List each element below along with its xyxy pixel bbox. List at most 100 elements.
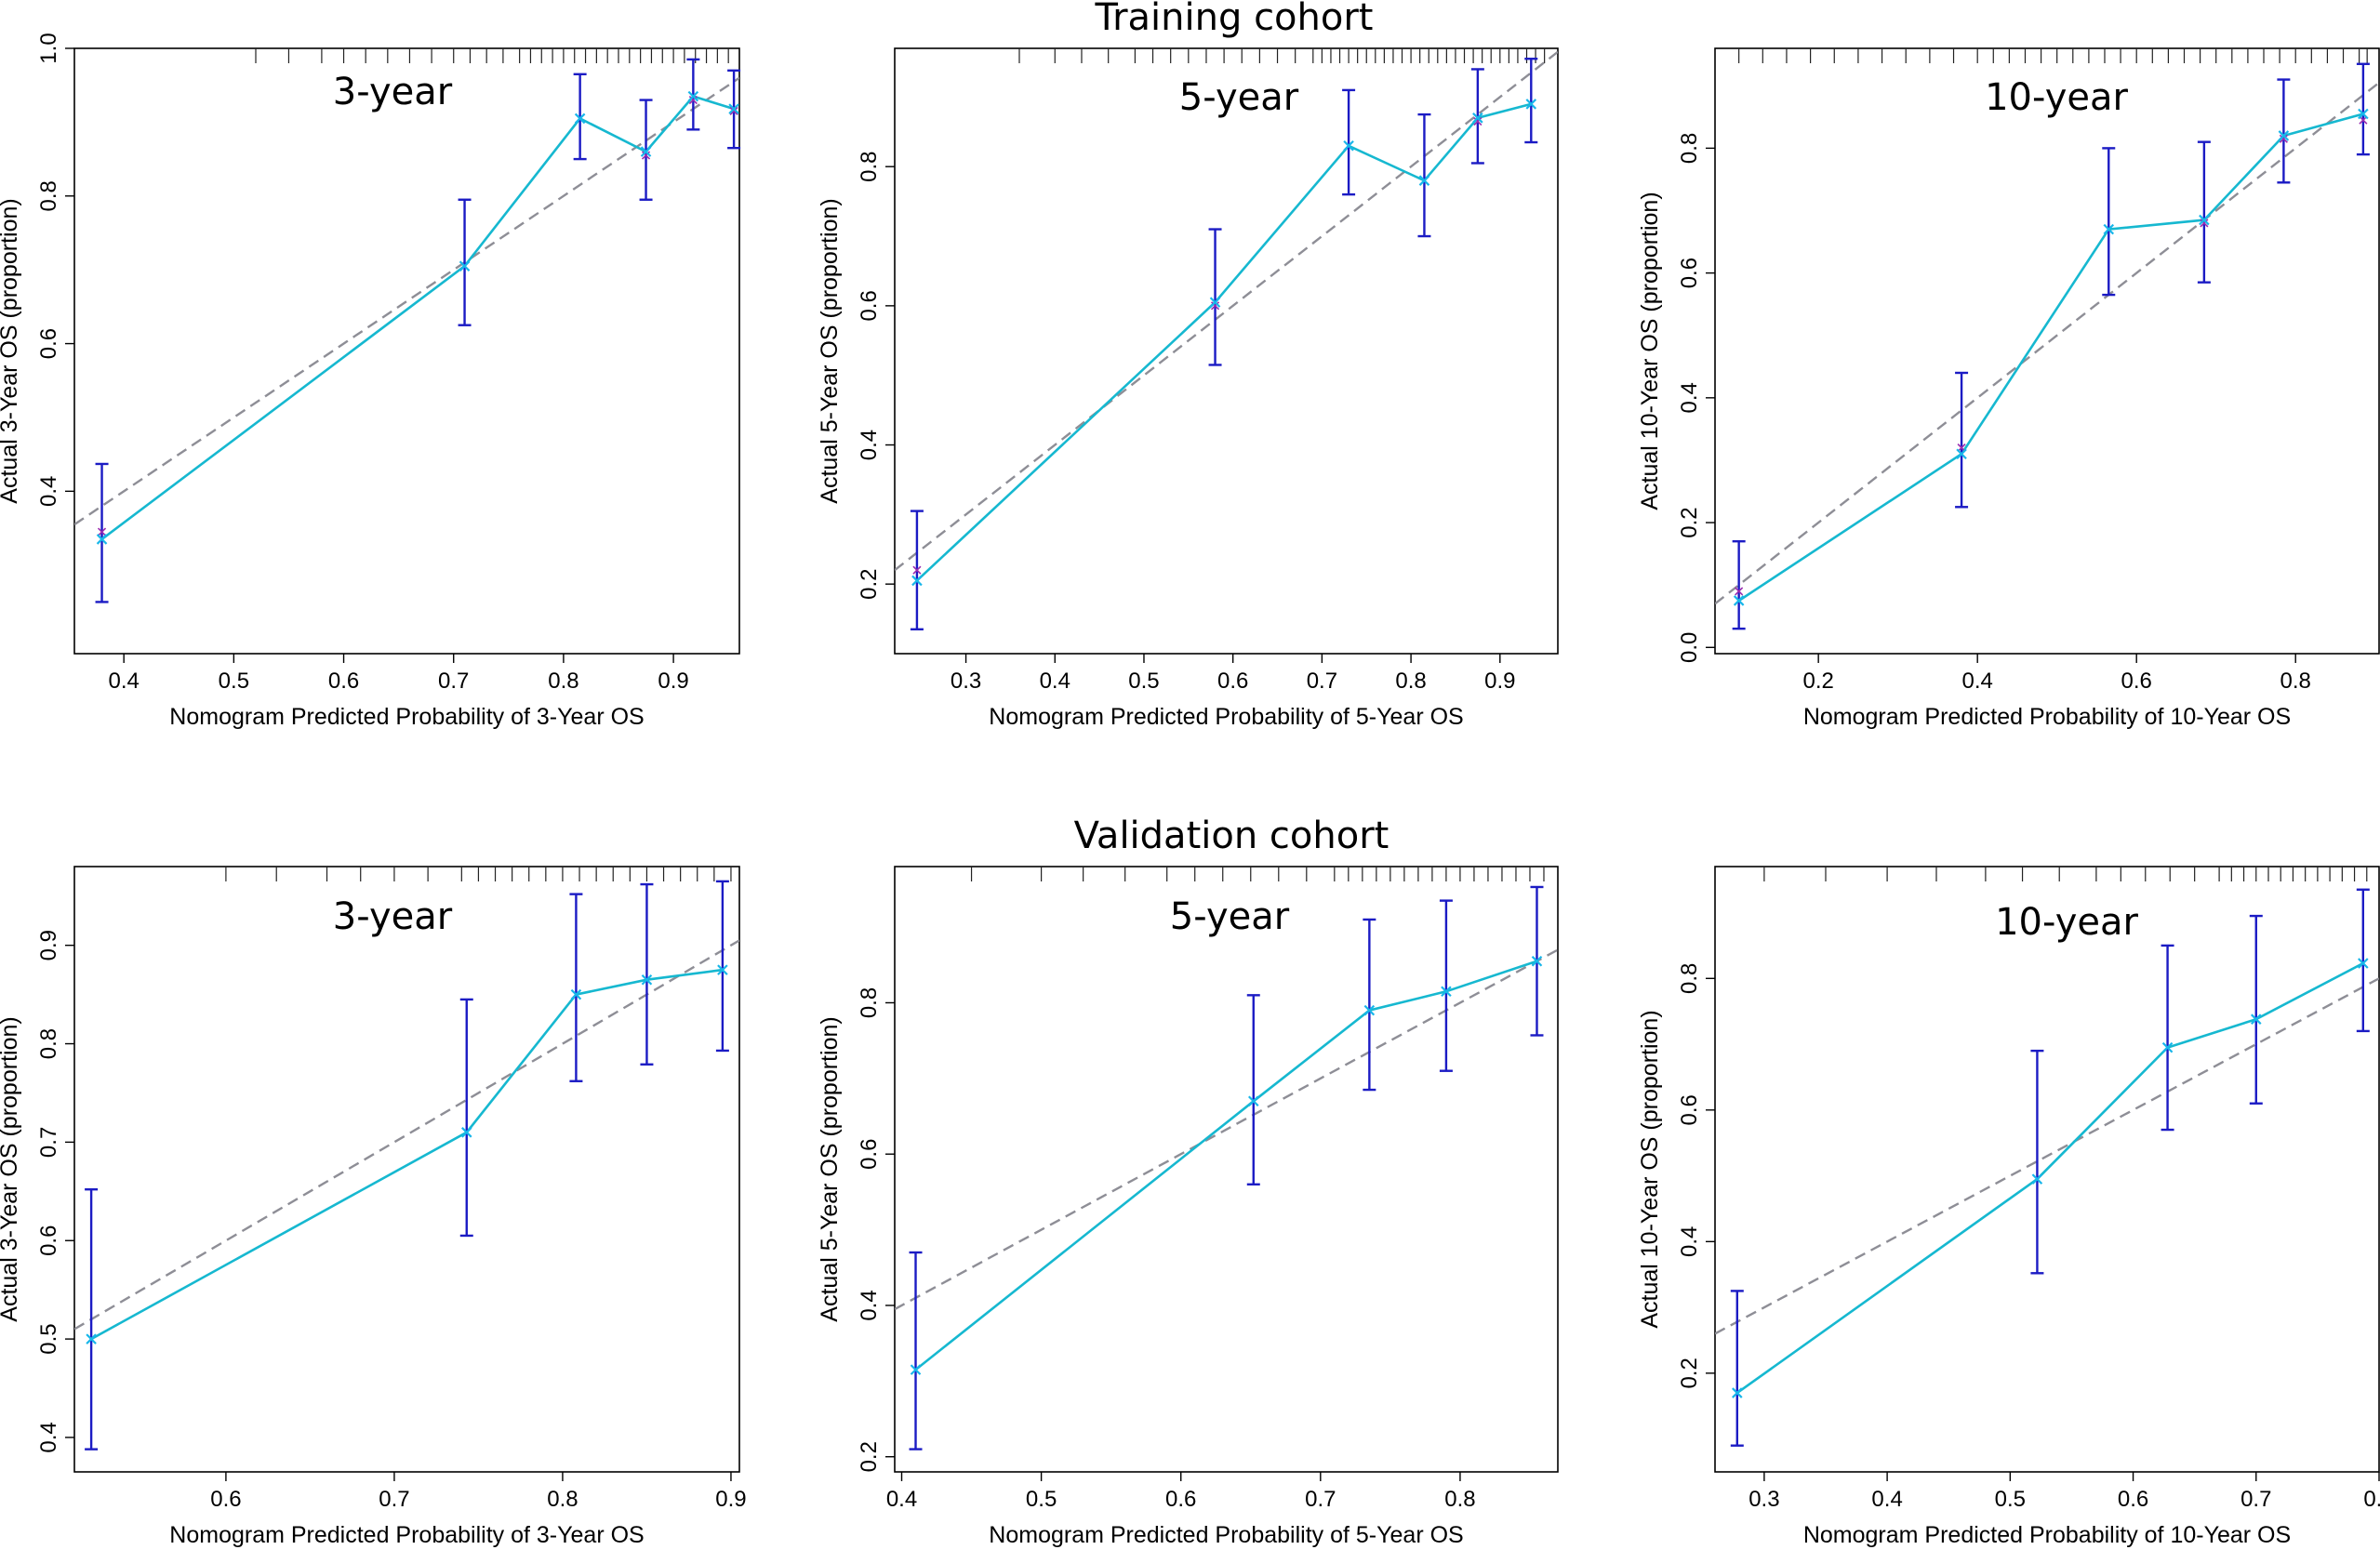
x-tick-label: 0.9 [658,669,688,694]
x-tick-label: 0.7 [1305,1487,1336,1512]
x-axis-label: Nomogram Predicted Probability of 5-Year… [989,1522,1463,1548]
x-tick-label: 0.7 [379,1487,409,1512]
y-tick-label: 0.2 [1677,1358,1702,1388]
plot-area [74,76,739,540]
data-point [1956,448,1967,460]
plot-frame [1714,47,2380,655]
y-tick-label: 0.8 [1677,963,1702,994]
y-tick-label: 0.4 [857,1290,882,1320]
x-tick-label: 0.8 [1395,669,1426,694]
x-axis-label: Nomogram Predicted Probability of 3-Year… [169,1522,644,1548]
calibration-line [914,960,1537,1371]
x-tick-label: 0.5 [1995,1487,2026,1512]
y-tick-label: 0.8 [857,987,882,1018]
x-tick-label: 0.4 [1871,1487,1902,1512]
x-tick-label: 0.6 [210,1487,241,1512]
data-point [2103,223,2115,235]
y-axis-label: Actual 5-Year OS (proportion) [817,1016,843,1321]
y-tick-label: 0.8 [1677,133,1702,164]
x-tick-label: 0.5 [1128,669,1159,694]
x-axis-label: Nomogram Predicted Probability of 3-Year… [169,704,644,730]
data-point [910,1364,922,1375]
x-tick-label: 0.9 [715,1487,746,1512]
x-tick-label: 0.7 [1307,669,1337,694]
calibration-line [90,968,724,1341]
plot-area [895,50,1558,582]
data-point [459,260,471,272]
panel-title: 10-year [1985,76,2128,119]
ideal-line [895,50,1558,572]
panel-title: 3-year [333,895,453,938]
y-tick-label: 0.0 [1677,632,1702,663]
data-point [1363,1004,1376,1016]
x-tick-label: 0.8 [547,1487,578,1512]
data-point [1733,595,1745,606]
y-tick-label: 0.4 [857,430,882,460]
chart-panel-validation-10-year: 0.3 0.4 0.5 0.6 0.7 0.8 0.2 0.4 0.6 0.8 Nomogram P… [1637,866,2380,1548]
apparent-marker [2200,219,2209,228]
apparent-marker [2279,134,2288,143]
apparent-marker [97,527,107,536]
y-tick-label: 0.6 [36,1225,61,1256]
x-tick-label: 0.2 [1802,669,1833,694]
data-point [1525,99,1537,110]
data-point [687,90,699,102]
panel-title: 5-year [1179,76,1299,119]
calibration-line [1736,961,2364,1395]
data-point [2278,130,2290,141]
y-tick-label: 0.6 [857,1139,882,1170]
x-tick-label: 0.3 [951,669,981,694]
x-tick-label: 0.5 [219,669,249,694]
x-tick-label: 0.8 [2363,1487,2380,1512]
x-tick-label: 0.8 [1444,1487,1475,1512]
y-tick-label: 0.8 [36,180,61,211]
plot-area [1715,961,2379,1395]
data-point [2358,108,2369,120]
data-point [728,103,739,114]
plot-frame [894,866,1559,1473]
apparent-marker [912,565,922,575]
chart-panel-validation-3-year: 0.6 0.7 0.8 0.9 0.4 0.5 0.6 0.7 0.8 0.9 Nomogram P… [0,866,747,1548]
data-point [1531,955,1543,967]
data-point [1209,297,1221,308]
data-point [1732,1387,1743,1398]
y-tick-label: 0.8 [857,152,882,182]
data-point [641,974,653,986]
y-axis-label: Actual 5-Year OS (proportion) [817,198,843,503]
ideal-line [1715,977,2379,1335]
x-tick-label: 0.4 [1040,669,1070,694]
ideal-line [895,948,1558,1311]
plot-area [74,939,739,1341]
y-tick-label: 0.2 [857,1441,882,1472]
data-point [2161,1041,2174,1053]
y-tick-label: 0.9 [36,930,61,960]
data-point [2199,214,2210,226]
data-point [640,146,652,157]
panel-title: 3-year [333,71,453,113]
data-point [96,534,108,545]
x-tick-label: 0.4 [886,1487,917,1512]
x-tick-label: 0.8 [2280,669,2311,694]
plot-area [1715,81,2379,605]
data-point [1418,175,1430,186]
y-tick-label: 0.5 [36,1323,61,1354]
y-tick-label: 0.6 [857,290,882,321]
data-point [570,988,582,1000]
y-tick-label: 0.4 [1677,1226,1702,1257]
data-point [2358,958,2369,969]
x-tick-label: 0.4 [108,669,139,694]
apparent-marker [1473,117,1483,126]
x-tick-label: 0.4 [1961,669,1992,694]
y-tick-label: 0.7 [36,1127,61,1158]
plot-frame [73,47,740,655]
chart-panel-training-10-year: 0.2 0.4 0.6 0.8 0.0 0.2 0.4 0.6 0.8 Nomogram Pred… [1637,47,2380,730]
data-point [717,964,728,975]
y-tick-label: 0.4 [36,476,61,507]
apparent-marker [1210,301,1220,311]
x-tick-label: 0.6 [328,669,359,694]
y-tick-label: 0.4 [36,1422,61,1452]
y-tick-label: 0.8 [36,1028,61,1059]
ideal-line [74,76,739,526]
plot-frame [73,866,740,1473]
